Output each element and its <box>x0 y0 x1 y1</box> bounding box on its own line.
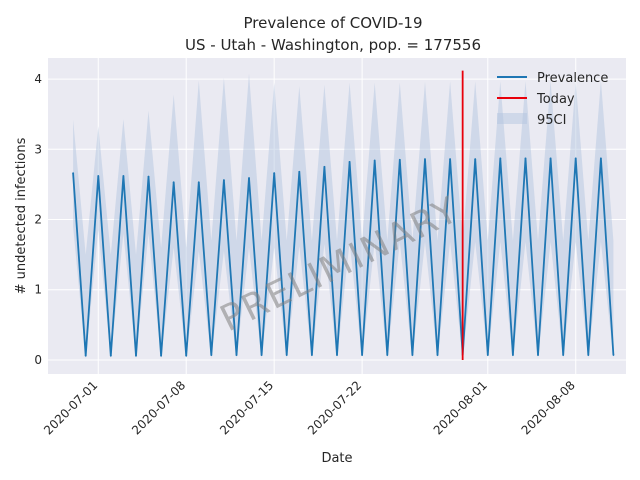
prevalence-point <box>348 161 351 163</box>
x-tick-label: 2020-07-08 <box>129 378 188 437</box>
prevalence-point <box>84 354 87 357</box>
prevalence-point <box>235 354 238 356</box>
ci-band <box>73 73 614 359</box>
y-tick-label: 0 <box>34 353 42 367</box>
prevalence-point <box>386 354 389 356</box>
prevalence-point <box>449 158 451 161</box>
prevalence-point <box>122 175 125 177</box>
prevalence-point <box>549 157 552 160</box>
x-grid <box>97 58 577 374</box>
prevalence-point <box>172 181 175 184</box>
prevalence-point <box>260 354 263 356</box>
prevalence-point <box>361 354 364 356</box>
x-tick-label: 2020-07-01 <box>41 378 100 437</box>
prevalence-point <box>599 157 602 160</box>
y-tick-label: 1 <box>34 283 42 297</box>
legend-ci-label: 95CI <box>537 113 566 128</box>
ci-band-layer <box>73 73 614 359</box>
prevalence-point <box>336 354 338 356</box>
prevalence-point <box>147 175 150 178</box>
x-tick-label: 2020-08-01 <box>431 378 490 437</box>
prevalence-point <box>223 179 225 182</box>
prevalence-point <box>424 158 426 161</box>
x-tick-label: 2020-07-15 <box>217 378 276 437</box>
y-tick-labels: 0 1 2 3 4 <box>34 72 42 367</box>
prevalence-point <box>537 354 539 356</box>
legend-prevalence-label: Prevalence <box>537 71 608 86</box>
prevalence-point <box>185 354 188 357</box>
prevalence-point <box>373 159 376 162</box>
legend-ci-swatch <box>497 113 527 124</box>
prevalence-point <box>587 354 590 356</box>
series-layer <box>72 157 615 357</box>
chart-title: Prevalence of COVID-19 <box>243 14 422 32</box>
prevalence-line <box>72 157 615 357</box>
prevalence-point <box>298 170 301 173</box>
y-tick-label: 4 <box>34 72 42 86</box>
x-axis-label: Date <box>321 451 352 466</box>
y-tick-label: 3 <box>34 142 42 156</box>
x-tick-labels: 2020-07-01 2020-07-08 2020-07-15 2020-07-22… <box>41 378 578 437</box>
prevalence-point <box>524 157 527 160</box>
prevalence-point <box>512 354 514 356</box>
prevalence-point <box>72 172 75 175</box>
prevalence-point <box>248 177 250 179</box>
prevalence-point <box>612 354 615 356</box>
prevalence-point <box>499 157 502 160</box>
x-tick-label: 2020-07-22 <box>305 378 364 437</box>
prevalence-point <box>97 175 100 177</box>
y-axis-label: # undetected infections <box>14 137 29 294</box>
x-tick-label: 2020-08-08 <box>519 378 578 437</box>
prevalence-point <box>486 354 489 356</box>
legend-today-label: Today <box>536 92 575 107</box>
prevalence-point <box>285 354 288 356</box>
prevalence-point <box>160 354 162 357</box>
chart-subtitle: US - Utah - Washington, pop. = 177556 <box>185 36 481 54</box>
prevalence-point <box>398 158 401 161</box>
prevalence-point <box>135 354 137 357</box>
prevalence-point <box>210 354 213 356</box>
prevalence-point <box>197 181 200 184</box>
prevalence-point <box>474 158 477 161</box>
prevalence-point <box>310 354 313 356</box>
prevalence-point <box>109 354 112 357</box>
prevalence-point <box>273 172 276 175</box>
prevalence-point <box>574 157 577 160</box>
prevalence-point <box>323 165 326 168</box>
y-tick-label: 2 <box>34 213 42 227</box>
prevalence-point <box>436 354 439 356</box>
prevalence-point <box>411 354 414 356</box>
prevalence-point <box>562 354 565 356</box>
legend: Prevalence Today 95CI <box>497 71 608 128</box>
